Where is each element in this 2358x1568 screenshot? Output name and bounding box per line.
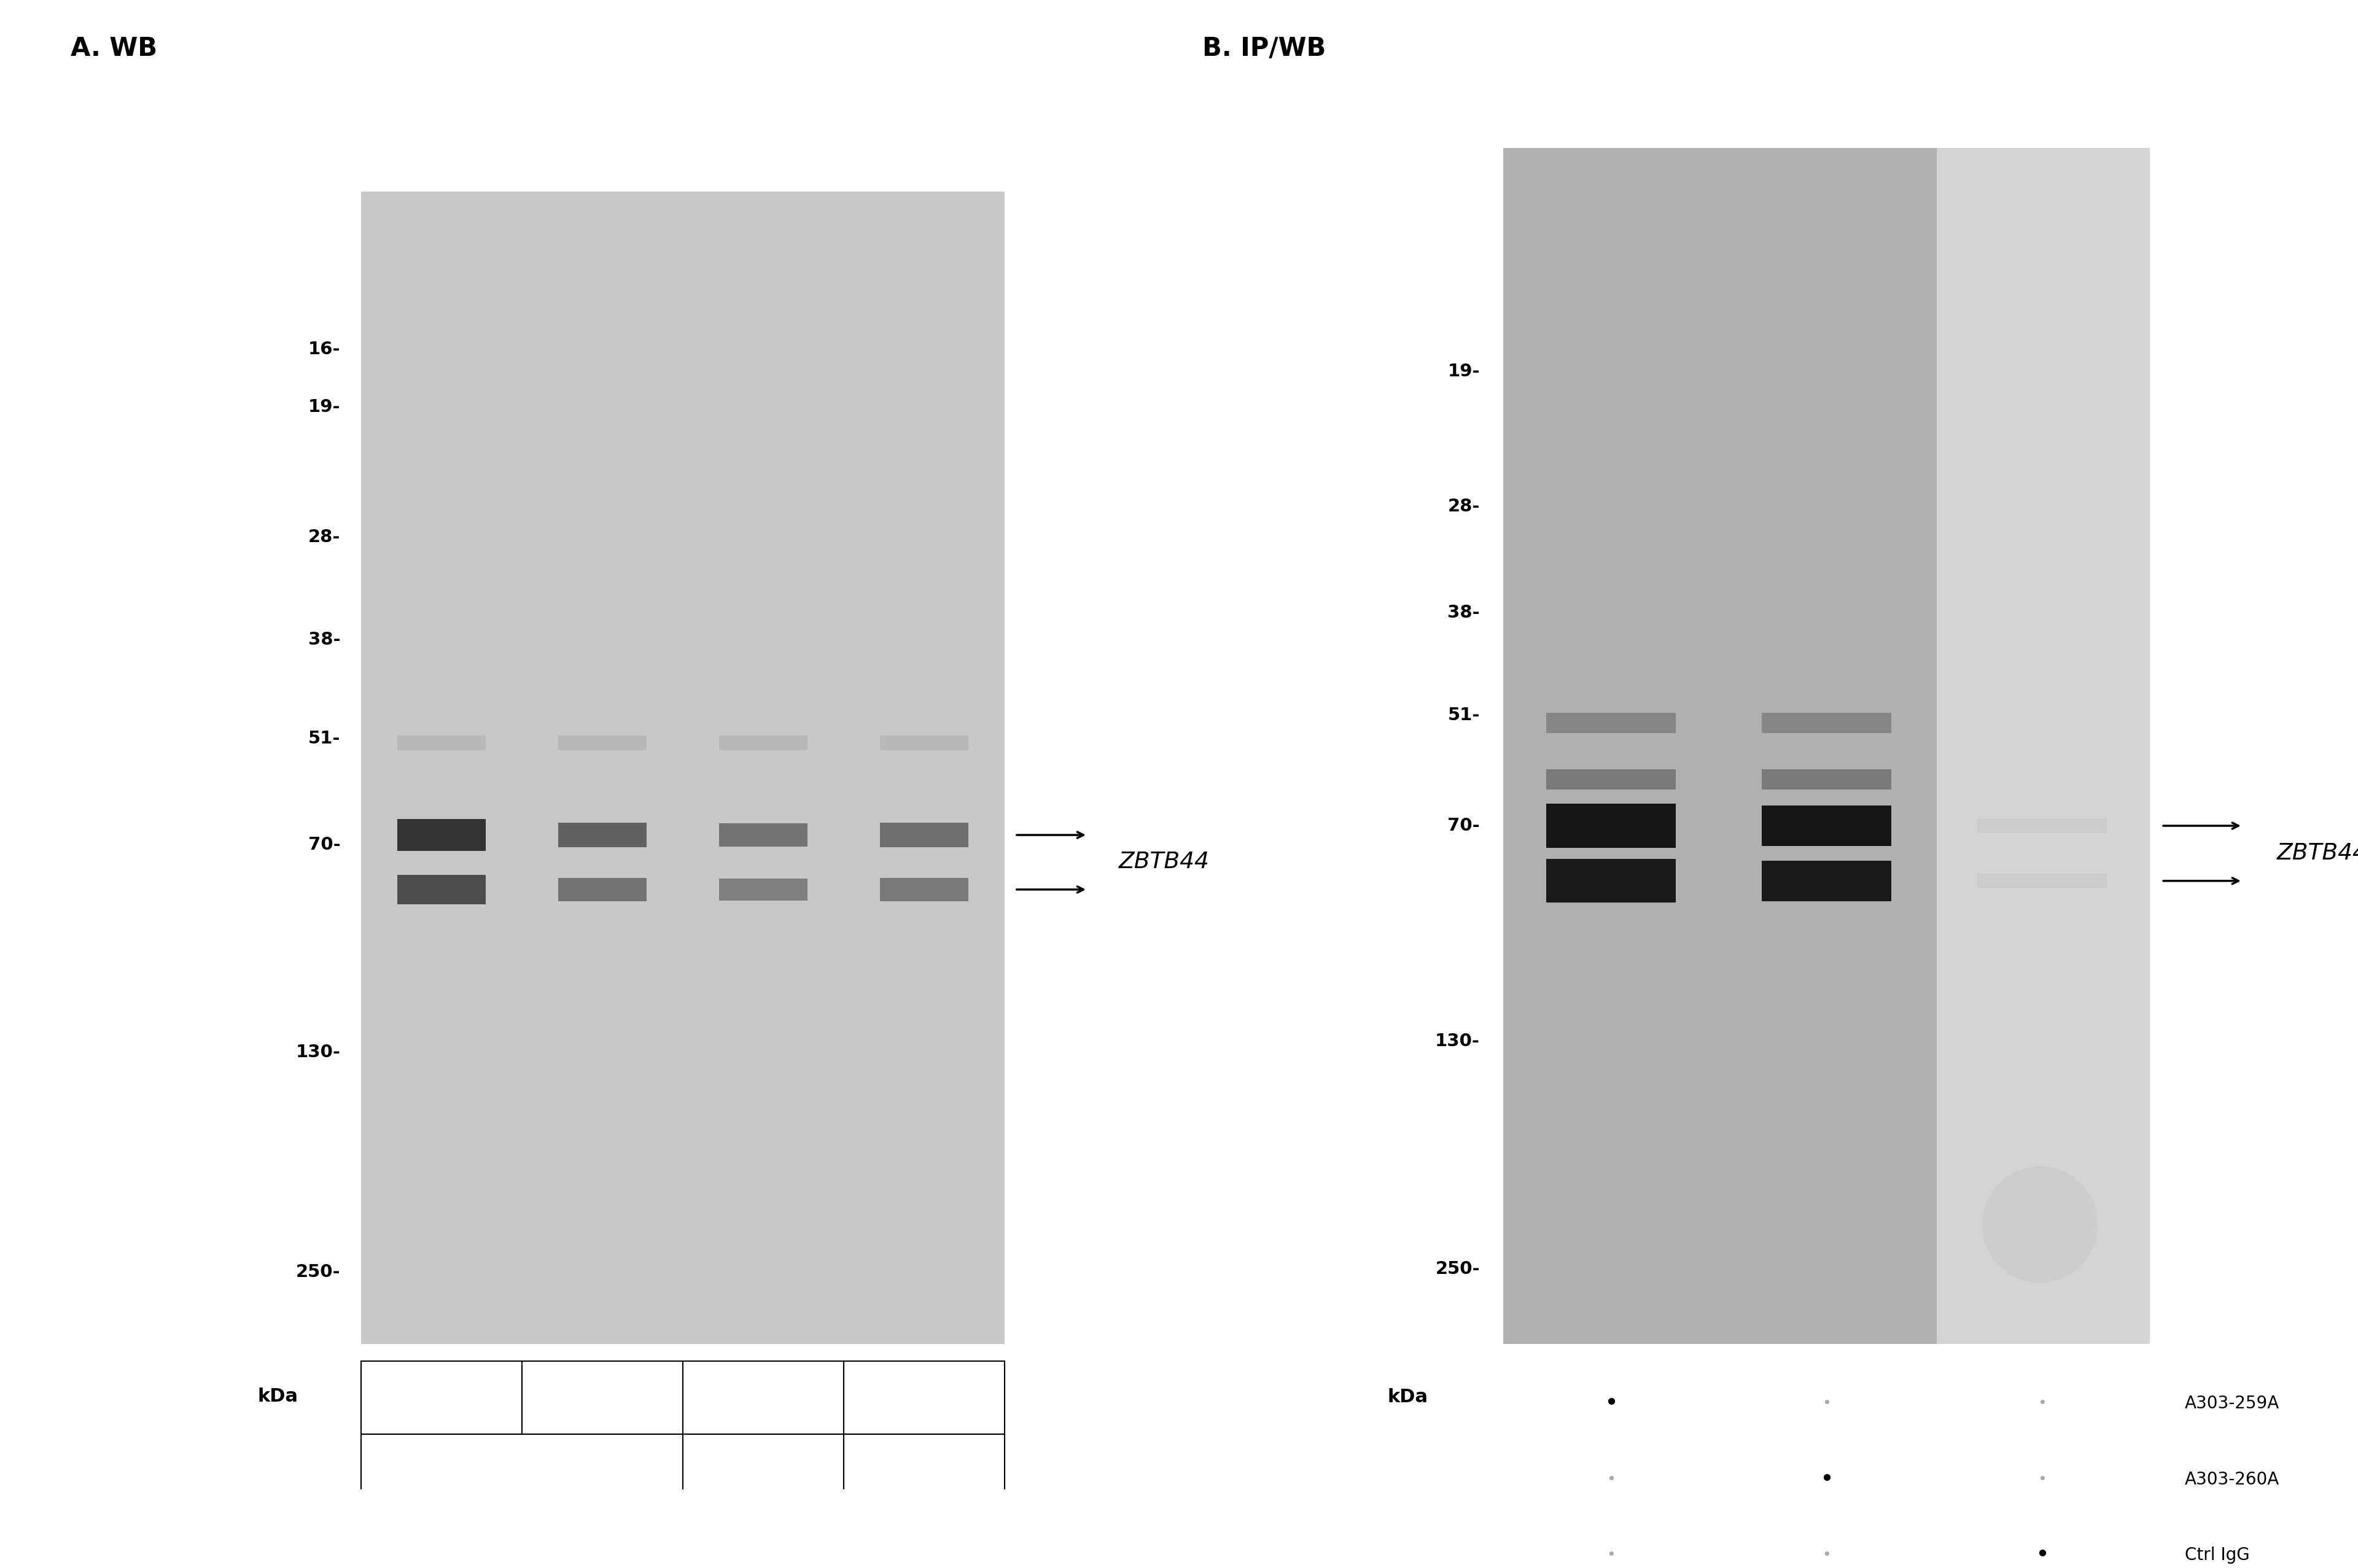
Bar [844, 1435, 1005, 1507]
Bar [1978, 818, 2108, 833]
Text: 250-: 250- [295, 1264, 340, 1281]
Text: •: • [1820, 1468, 1835, 1491]
Bar [719, 878, 806, 900]
Text: Jurkat: Jurkat [495, 1461, 547, 1479]
Text: ZBTB44: ZBTB44 [1118, 851, 1210, 873]
Text: 38-: 38- [1448, 604, 1481, 621]
Bar [361, 1361, 521, 1435]
Bar [1978, 873, 2108, 887]
Bar [1936, 147, 2150, 1344]
Text: 50: 50 [752, 1389, 776, 1406]
Text: 19-: 19- [1448, 362, 1481, 379]
Bar [719, 823, 806, 847]
Text: 50: 50 [913, 1389, 936, 1406]
Bar [1547, 859, 1677, 903]
Text: 51-: 51- [309, 729, 340, 746]
Text: 250-: 250- [1436, 1261, 1481, 1278]
Bar [559, 735, 646, 750]
Text: A303-260A: A303-260A [2184, 1471, 2280, 1488]
Bar [1502, 147, 1936, 1344]
Text: •: • [2037, 1396, 2047, 1411]
Text: 51-: 51- [1448, 707, 1481, 724]
Bar [880, 735, 969, 750]
Bar [880, 823, 969, 847]
Text: kDa: kDa [257, 1388, 297, 1405]
Text: 70-: 70- [309, 836, 340, 853]
Bar [719, 735, 806, 750]
Bar [399, 735, 486, 750]
Bar [684, 1361, 844, 1435]
Text: 16-: 16- [309, 340, 340, 358]
Bar [1761, 712, 1891, 732]
Text: •: • [1823, 1548, 1832, 1563]
Text: 28-: 28- [309, 528, 340, 546]
Bar [559, 878, 646, 902]
Text: A303-259A: A303-259A [2184, 1396, 2280, 1413]
Bar [521, 1361, 684, 1435]
Text: •: • [1823, 1396, 1832, 1411]
Text: •: • [2037, 1472, 2047, 1486]
Bar [1761, 806, 1891, 847]
Text: kDa: kDa [1387, 1388, 1429, 1405]
Text: A. WB: A. WB [71, 36, 158, 61]
Bar [361, 1435, 684, 1507]
Bar [684, 1435, 844, 1507]
Bar [361, 191, 1005, 1344]
Text: H: H [757, 1461, 771, 1479]
Text: 28-: 28- [1448, 499, 1481, 516]
Bar [1761, 861, 1891, 902]
Text: •: • [1603, 1392, 1618, 1416]
Text: B. IP/WB: B. IP/WB [1203, 36, 1325, 61]
Text: ZBTB44: ZBTB44 [2278, 842, 2358, 864]
Bar [559, 823, 646, 847]
Bar [399, 818, 486, 851]
Text: 130-: 130- [1436, 1033, 1481, 1051]
Bar [880, 878, 969, 902]
Text: •: • [1606, 1472, 1615, 1486]
Text: 130-: 130- [295, 1044, 340, 1062]
Text: 15: 15 [592, 1389, 613, 1406]
Bar [844, 1361, 1005, 1435]
Text: 19-: 19- [309, 398, 340, 416]
Text: 70-: 70- [1448, 817, 1481, 834]
Ellipse shape [1983, 1167, 2099, 1283]
Bar [1761, 770, 1891, 790]
Bar [1547, 770, 1677, 790]
Text: •: • [2035, 1543, 2049, 1566]
Text: 38-: 38- [309, 632, 340, 648]
Bar [1547, 804, 1677, 848]
Text: 50: 50 [429, 1389, 453, 1406]
Bar [1547, 712, 1677, 732]
Bar [399, 875, 486, 905]
Text: •: • [1606, 1548, 1615, 1563]
Text: T: T [920, 1461, 929, 1479]
Text: Ctrl IgG: Ctrl IgG [2184, 1546, 2250, 1563]
